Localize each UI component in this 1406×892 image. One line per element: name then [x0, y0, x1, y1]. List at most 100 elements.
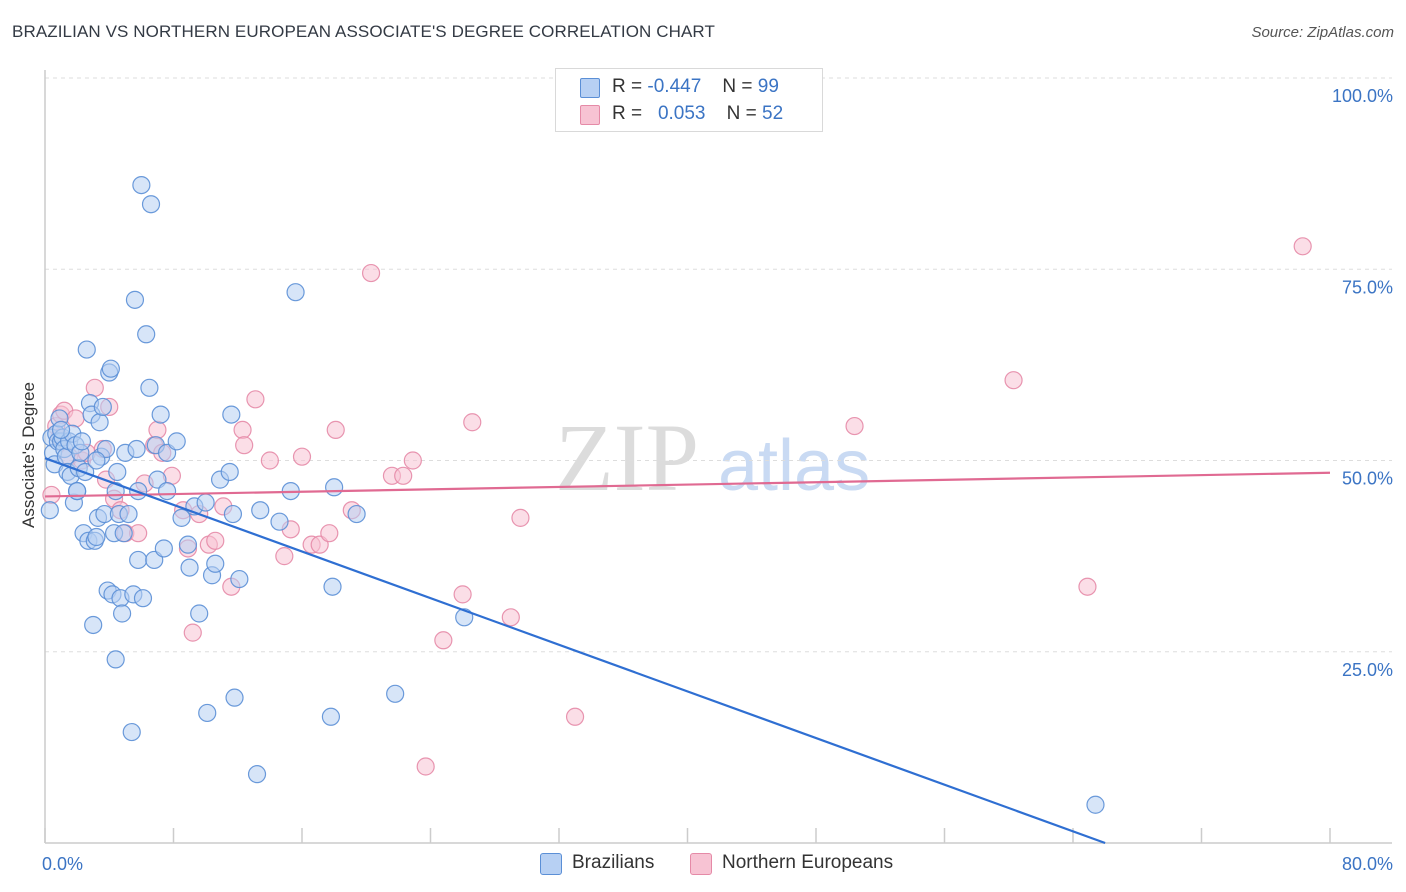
r-label: R = — [612, 76, 643, 97]
brazilians-point — [101, 359, 120, 378]
brazilians-point — [132, 176, 151, 195]
correlation-legend: R = -0.447 N = 99 R = 0.053 N = 52 — [555, 68, 823, 132]
northern-europeans-point — [416, 757, 435, 776]
pink-swatch-icon — [580, 105, 600, 125]
northern-europeans-point — [183, 623, 202, 642]
y-tick-label: 100.0% — [1332, 86, 1393, 106]
brazilians-point — [137, 325, 156, 344]
brazilians-point — [84, 615, 103, 635]
source-credit: Source: ZipAtlas.com — [1251, 24, 1394, 41]
r-label: R = — [612, 103, 643, 124]
northern-europeans-point — [235, 436, 254, 455]
x-tick-label-max: 80.0% — [1342, 854, 1393, 874]
y-tick-label: 75.0% — [1342, 277, 1393, 297]
northern-europeans-point — [1078, 577, 1097, 596]
brazilians-point — [51, 420, 71, 439]
y-tick-label: 25.0% — [1342, 660, 1393, 680]
n-value: 99 — [757, 76, 779, 97]
brazilians-point — [129, 550, 148, 570]
brazilians-point — [140, 378, 159, 397]
northern-europeans-point — [260, 451, 279, 470]
brazilians-point — [247, 765, 267, 784]
northern-europeans-point — [501, 608, 520, 627]
northern-europeans-point — [845, 416, 864, 436]
brazilians-point — [178, 535, 198, 554]
northern-europeans-point — [463, 413, 482, 432]
blue-swatch-icon — [540, 853, 562, 875]
brazilians-point — [198, 703, 217, 723]
northern-europeans-point — [246, 390, 265, 409]
northern-europeans-point — [511, 508, 530, 527]
r-value: -0.447 — [647, 76, 702, 97]
brazilians-point — [154, 539, 173, 558]
brazilians-point — [222, 405, 241, 424]
blue-swatch-icon — [580, 78, 600, 98]
northern-europeans-point — [453, 585, 472, 604]
brazilians-trend-line — [44, 457, 1106, 845]
brazilians-point — [270, 512, 289, 531]
trend-lines — [44, 457, 1331, 845]
n-value: 52 — [762, 103, 784, 124]
brazilians-point — [223, 504, 243, 524]
northern-europeans-point — [148, 420, 167, 439]
brazilians-point — [141, 195, 161, 214]
brazilians-point — [325, 478, 344, 497]
gridlines — [45, 77, 1392, 653]
brazilians-point — [1086, 795, 1105, 814]
northern-europeans-point — [206, 531, 225, 550]
brazilians-point — [72, 432, 92, 451]
y-axis-label: Associate's Degree — [19, 382, 38, 528]
brazilians-point — [286, 283, 305, 302]
bottom-legend-label: Northern Europeans — [722, 852, 894, 873]
brazilians-point — [122, 722, 141, 742]
brazilians-point — [40, 501, 59, 520]
brazilians-point — [90, 413, 109, 432]
brazilians-point — [386, 684, 405, 703]
northern-europeans-point — [361, 263, 381, 283]
brazilians-point — [172, 508, 191, 527]
northern-europeans-point — [42, 485, 61, 505]
brazilians-point — [87, 527, 106, 547]
brazilians-point — [251, 501, 270, 520]
brazilians-point — [321, 707, 341, 726]
bottom-legend-label: Brazilians — [572, 852, 655, 873]
brazilians-point — [196, 493, 215, 512]
brazilians-point — [190, 604, 209, 623]
watermark: ZIP atlas — [555, 404, 870, 511]
legend-text-northern-europeans: R = 0.053 N = 52 — [612, 103, 783, 125]
brazilians-point — [157, 482, 177, 501]
n-label: N = — [722, 76, 753, 97]
northern-europeans-point — [326, 420, 345, 439]
northern-europeans-point — [434, 631, 453, 650]
brazilians-point — [106, 650, 125, 669]
northern-europeans-point — [233, 420, 252, 439]
brazilians-point — [119, 504, 138, 524]
brazilians-point — [133, 589, 153, 608]
y-tick-label: 50.0% — [1342, 469, 1393, 489]
tick-labels: 25.0% 50.0% 75.0% 100.0% 0.0% 80.0% — [42, 86, 1393, 874]
northern-europeans-point — [394, 466, 413, 485]
brazilians-point — [114, 524, 133, 543]
brazilians-point — [220, 462, 239, 482]
brazilians-point — [127, 439, 146, 459]
brazilians-point — [206, 554, 225, 573]
northern-europeans-point — [1293, 237, 1312, 256]
northern-europeans-point — [275, 547, 294, 566]
northern-europeans-point — [292, 447, 312, 466]
legend-text-brazilians: R = -0.447 N = 99 — [612, 76, 779, 98]
brazilians-point — [108, 462, 127, 482]
x-tick-label-min: 0.0% — [42, 854, 83, 874]
brazilians-point — [225, 688, 244, 707]
brazilians-point — [93, 397, 112, 417]
northern-europeans-point — [85, 378, 104, 397]
northern-europeans-point — [403, 451, 422, 470]
brazilians-point — [230, 569, 249, 589]
brazilians-point — [347, 504, 366, 524]
n-label: N = — [726, 103, 757, 124]
watermark-atlas: atlas — [718, 426, 870, 506]
brazilians-point — [125, 290, 145, 309]
northern-europeans-point — [66, 409, 85, 428]
brazilians-point — [151, 405, 170, 424]
brazilians-point — [87, 451, 106, 470]
